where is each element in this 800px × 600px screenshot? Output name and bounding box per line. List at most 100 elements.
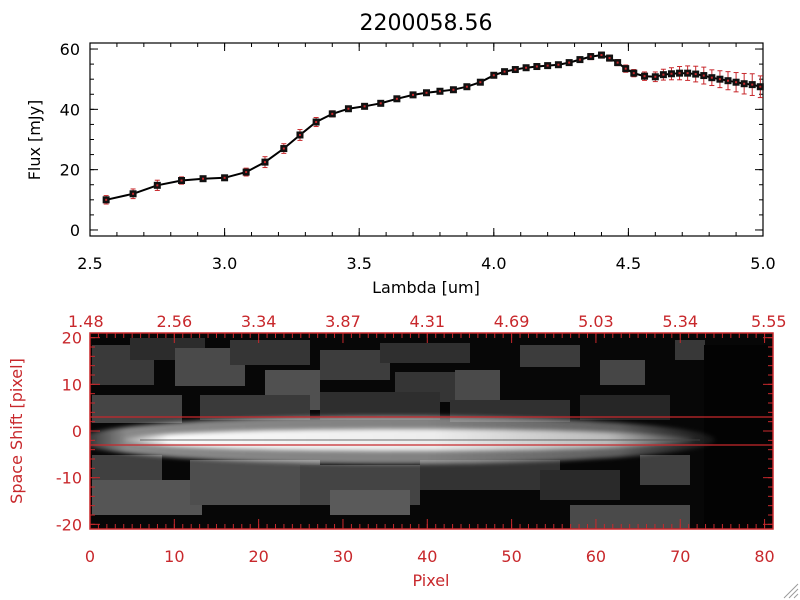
- data-point-center: [347, 107, 350, 110]
- data-point-center: [245, 171, 248, 174]
- data-point-center: [180, 179, 183, 182]
- data-point-center: [743, 82, 746, 85]
- spectral-image: [90, 333, 773, 529]
- y-tick-label: 60: [60, 40, 80, 59]
- data-point-center: [465, 85, 468, 88]
- data-point-center: [608, 57, 611, 60]
- data-point-center: [379, 102, 382, 105]
- spectrum-y-axis-label: Flux [mJy]: [25, 100, 44, 181]
- chart-title: 2200058.56: [360, 11, 493, 36]
- spectrum-series: [102, 51, 764, 205]
- image-x-ticks: 0 10 20 30 40 50 60 70 80: [85, 333, 775, 566]
- top-tick-label: 3.87: [325, 312, 361, 331]
- data-point-center: [331, 112, 334, 115]
- top-tick-label: 5.03: [578, 312, 614, 331]
- x-tick-label: 3.5: [346, 254, 371, 273]
- y-tick-label: 0: [72, 422, 82, 441]
- data-point-center: [452, 88, 455, 91]
- data-point-center: [686, 72, 689, 75]
- data-point-center: [727, 79, 730, 82]
- data-point-center: [678, 72, 681, 75]
- data-point-center: [624, 67, 627, 70]
- data-point-center: [718, 78, 721, 81]
- data-point-center: [412, 93, 415, 96]
- data-point-center: [282, 147, 285, 150]
- top-tick-label: 2.56: [157, 312, 193, 331]
- y-tick-label: 20: [60, 161, 80, 180]
- x-tick-label: 40: [417, 547, 437, 566]
- data-point-center: [735, 81, 738, 84]
- y-tick-label: 0: [70, 221, 80, 240]
- data-point-center: [298, 133, 301, 136]
- top-tick-label: 4.31: [409, 312, 445, 331]
- data-point-center: [600, 54, 603, 57]
- x-tick-label: 5.0: [750, 254, 775, 273]
- y-tick-label: -10: [56, 469, 82, 488]
- x-tick-label: 60: [586, 547, 606, 566]
- data-point-center: [662, 73, 665, 76]
- data-point-center: [223, 176, 226, 179]
- data-point-center: [156, 184, 159, 187]
- y-tick-label: 10: [62, 375, 82, 394]
- spectrum-y-ticks: 0 20 40 60: [60, 40, 763, 240]
- x-tick-label: 50: [501, 547, 521, 566]
- data-point-center: [568, 61, 571, 64]
- image-top-wavelength-ticks: 1.48 2.56 3.34 3.87 4.31 4.69 5.03 5.34 5.55: [68, 312, 787, 343]
- spectrum-x-ticks: 2.5 3.0 3.5 4.0 4.5 5.0: [77, 43, 776, 273]
- data-point-center: [503, 70, 506, 73]
- y-tick-label: 40: [60, 100, 80, 119]
- data-point-center: [670, 72, 673, 75]
- top-tick-label: 5.55: [751, 312, 787, 331]
- x-tick-label: 20: [248, 547, 268, 566]
- data-point-center: [479, 81, 482, 84]
- data-point-center: [632, 72, 635, 75]
- data-point-center: [132, 192, 135, 195]
- image-x-axis-label: Pixel: [412, 571, 449, 590]
- data-point-center: [546, 64, 549, 67]
- data-point-center: [438, 90, 441, 93]
- x-tick-label: 80: [754, 547, 774, 566]
- series-line: [105, 54, 761, 201]
- data-point-center: [202, 177, 205, 180]
- aperture-lines: [90, 416, 773, 446]
- data-point-center: [759, 85, 762, 88]
- top-tick-label: 3.34: [241, 312, 277, 331]
- data-point-center: [694, 73, 697, 76]
- data-point-center: [315, 121, 318, 124]
- data-point-center: [643, 75, 646, 78]
- x-tick-label: 3.0: [212, 254, 237, 273]
- data-point-center: [578, 58, 581, 61]
- data-point-center: [702, 74, 705, 77]
- data-point-center: [105, 198, 108, 201]
- spectrum-panel: 2200058.56 2.5 3.0 3.5 4.0 4.5 5.0 0 20 40 60 La…: [25, 11, 776, 297]
- x-tick-label: 70: [670, 547, 690, 566]
- data-point-center: [492, 74, 495, 77]
- image-panel: 0 10 20 30 40 50 60 70 80 20 10 0 -10 -20 1.48 2.56 3.…: [7, 312, 787, 590]
- x-tick-label: 0: [85, 547, 95, 566]
- top-tick-label: 1.48: [68, 312, 104, 331]
- data-point-center: [363, 105, 366, 108]
- x-tick-label: 10: [164, 547, 184, 566]
- data-point-center: [751, 83, 754, 86]
- data-point-center: [263, 161, 266, 164]
- data-point-center: [557, 63, 560, 66]
- image-noise: [92, 338, 773, 529]
- data-point-center: [616, 61, 619, 64]
- spectrum-x-axis-label: Lambda [um]: [372, 278, 480, 297]
- data-point-center: [514, 68, 517, 71]
- data-point-center: [654, 75, 657, 78]
- data-point-center: [395, 97, 398, 100]
- top-tick-label: 5.34: [662, 312, 698, 331]
- y-tick-label: 20: [62, 329, 82, 348]
- image-y-ticks: 20 10 0 -10 -20: [56, 329, 773, 534]
- data-point-center: [589, 55, 592, 58]
- y-tick-label: -20: [56, 515, 82, 534]
- x-tick-label: 30: [333, 547, 353, 566]
- x-tick-label: 4.0: [481, 254, 506, 273]
- data-point-center: [710, 76, 713, 79]
- data-point-center: [535, 65, 538, 68]
- data-point-center: [525, 66, 528, 69]
- resize-grip-icon[interactable]: [783, 583, 799, 599]
- image-y-axis-label: Space Shift [pixel]: [7, 358, 26, 504]
